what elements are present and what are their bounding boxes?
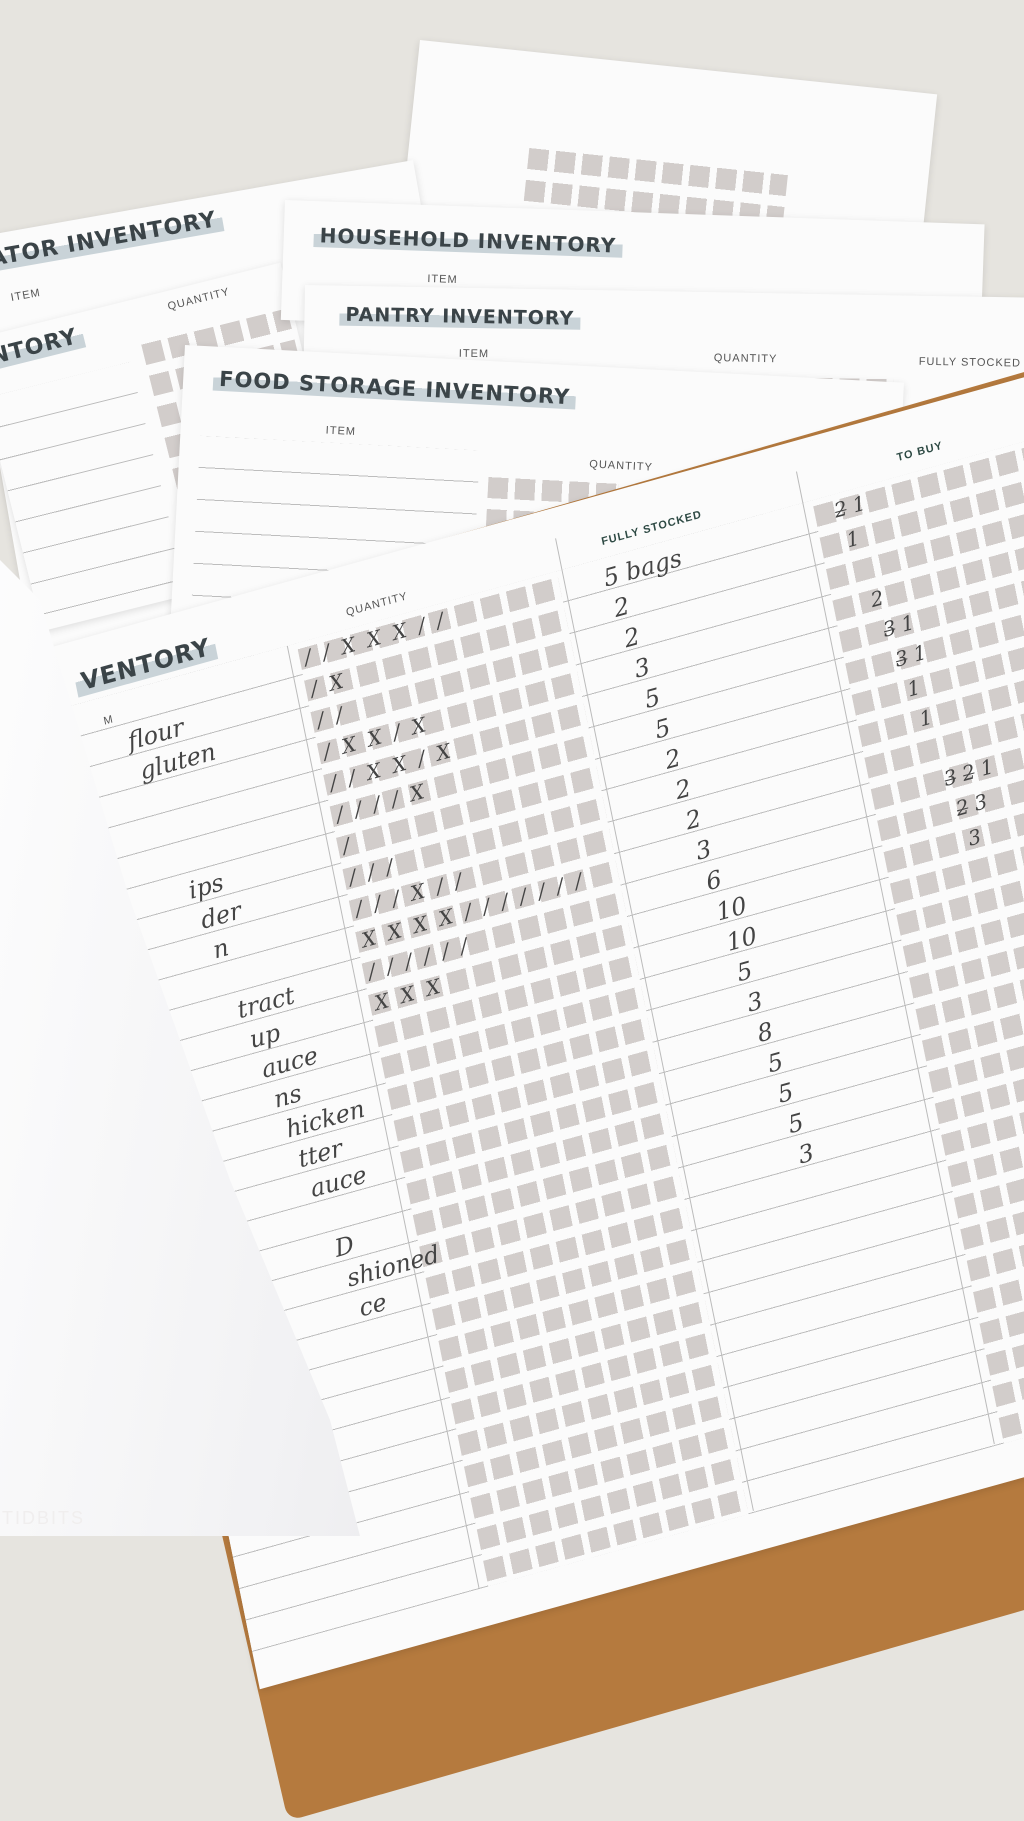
sheet-title: NTORY [0, 322, 86, 372]
sheet-title: HOUSEHOLD INVENTORY [313, 223, 623, 258]
column-header: ITEM [325, 424, 357, 439]
sheet-title: PANTRY INVENTORY [339, 303, 581, 330]
header-to-buy: TO BUY [893, 439, 946, 465]
watermark: TIDBITS [2, 1508, 86, 1528]
sheet-title: FOOD STORAGE INVENTORY [212, 366, 577, 410]
column-header: QUANTITY [166, 285, 232, 313]
column-header: FULLY STOCKED [918, 355, 1022, 370]
column-header: QUANTITY [713, 352, 778, 366]
column-header: ITEM [427, 273, 458, 287]
column-header: ITEM [9, 286, 42, 304]
sheet-title: ATOR INVENTORY [0, 206, 225, 273]
column-header: ITEM [458, 347, 490, 361]
column-header: QUANTITY [588, 458, 654, 474]
